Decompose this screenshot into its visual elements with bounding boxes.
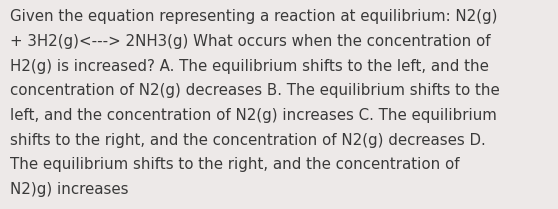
- Text: left, and the concentration of N2(g) increases C. The equilibrium: left, and the concentration of N2(g) inc…: [10, 108, 497, 123]
- Text: The equilibrium shifts to the right, and the concentration of: The equilibrium shifts to the right, and…: [10, 157, 460, 172]
- Text: + 3H2(g)<---> 2NH3(g) What occurs when the concentration of: + 3H2(g)<---> 2NH3(g) What occurs when t…: [10, 34, 490, 49]
- Text: shifts to the right, and the concentration of N2(g) decreases D.: shifts to the right, and the concentrati…: [10, 133, 486, 148]
- Text: concentration of N2(g) decreases B. The equilibrium shifts to the: concentration of N2(g) decreases B. The …: [10, 83, 500, 98]
- Text: N2)g) increases: N2)g) increases: [10, 182, 128, 197]
- Text: H2(g) is increased? A. The equilibrium shifts to the left, and the: H2(g) is increased? A. The equilibrium s…: [10, 59, 489, 74]
- Text: Given the equation representing a reaction at equilibrium: N2(g): Given the equation representing a reacti…: [10, 9, 498, 24]
